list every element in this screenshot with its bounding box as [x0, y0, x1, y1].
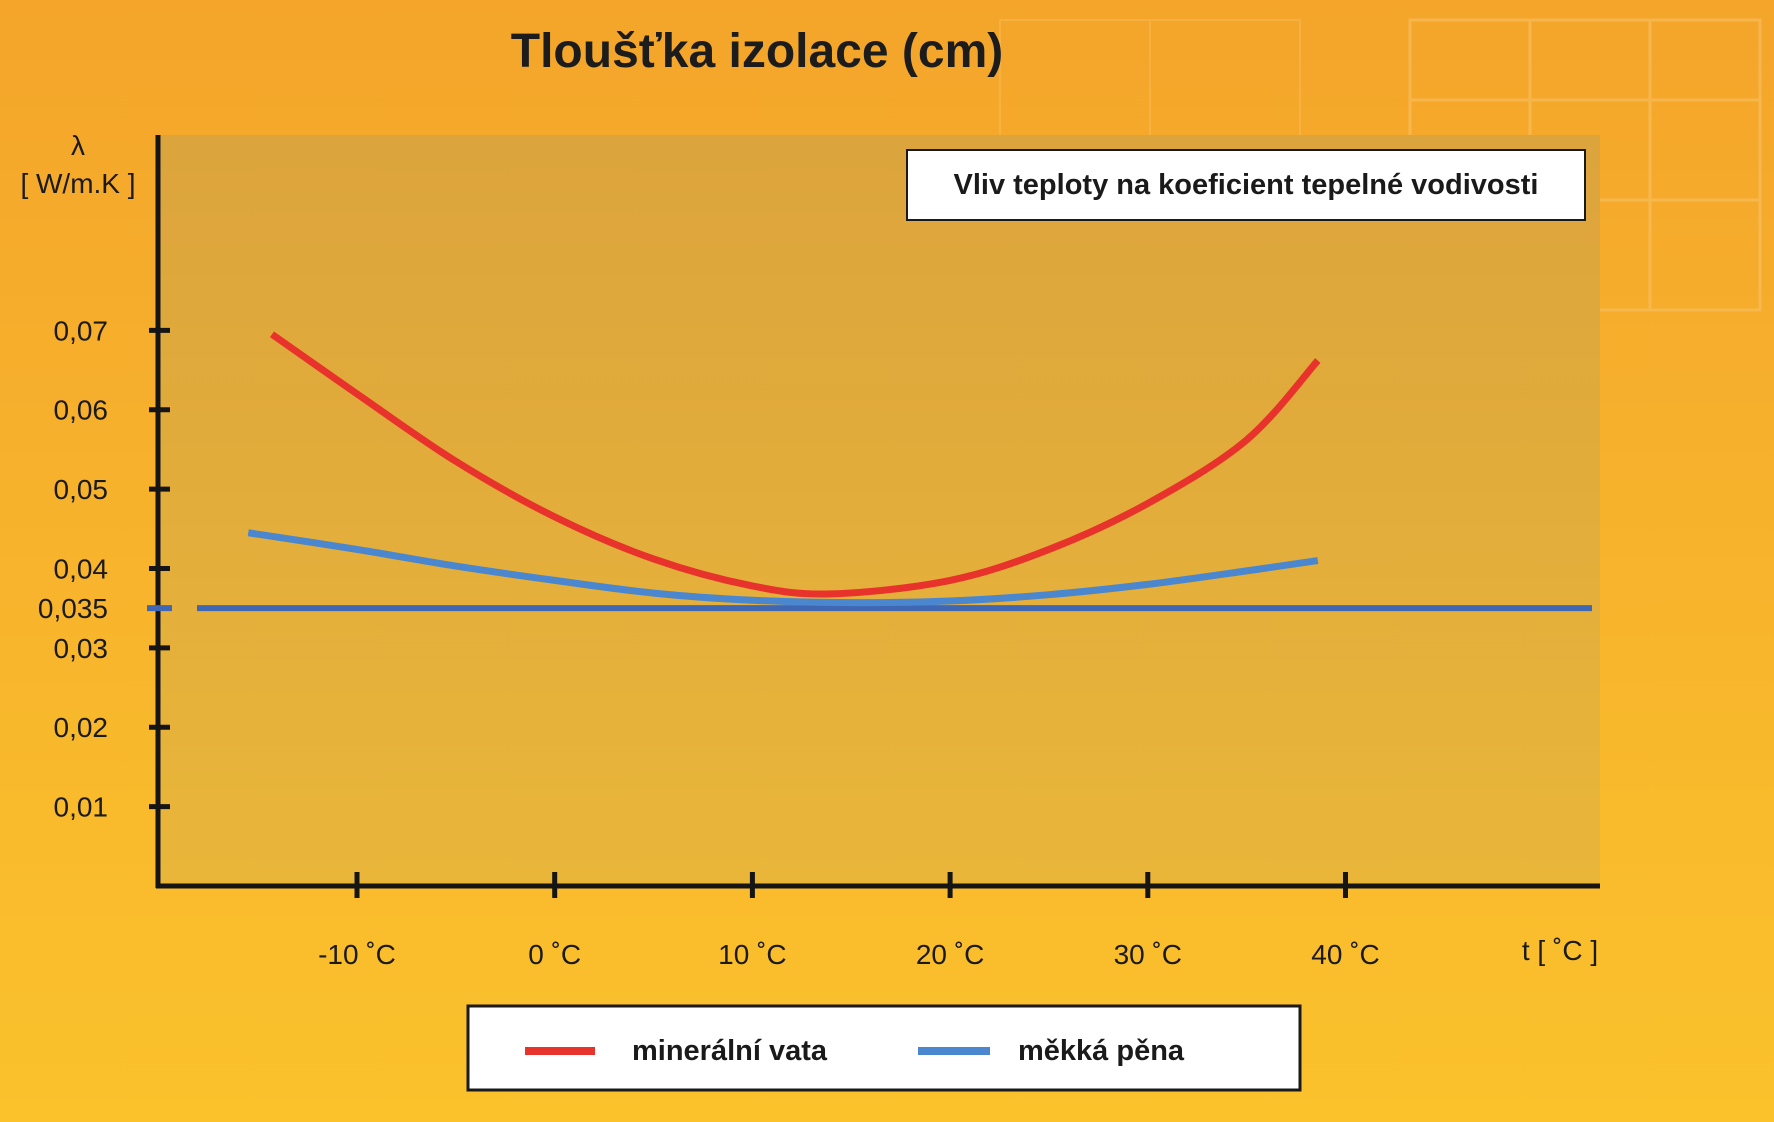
x-tick-label-4: 30 ˚C	[1114, 939, 1182, 970]
annotation-box: Vliv teploty na koeficient tepelné vodiv…	[906, 149, 1586, 221]
plot-panel	[158, 135, 1600, 885]
series-line-0	[269, 331, 1321, 598]
x-axis-label: t [ ˚C ]	[1522, 935, 1598, 966]
legend: minerální vata měkká pěna	[466, 1004, 1302, 1092]
y-axis-label: λ	[71, 130, 85, 161]
y-tick-label-2: 0,03	[54, 633, 109, 664]
annotation-text: Vliv teploty na koeficient tepelné vodiv…	[954, 169, 1539, 201]
x-tick-label-1: 0 ˚C	[528, 939, 581, 970]
y-tick-label-6: 0,06	[54, 395, 109, 426]
y-axis-unit: [ W/m.K ]	[20, 168, 135, 199]
x-tick-label-0: -10 ˚C	[318, 939, 396, 970]
y-tick-label-4: 0,04	[54, 553, 109, 584]
y-tick-label-5: 0,05	[54, 474, 109, 505]
y-tick-label-1: 0,02	[54, 712, 109, 743]
chart-title: Tloušťka izolace (cm)	[511, 25, 1003, 78]
series-line-1	[247, 529, 1319, 607]
series-group	[247, 331, 1321, 607]
legend-label-minerali-vata: minerální vata	[632, 1035, 828, 1067]
y-tick-label-7: 0,07	[54, 315, 109, 346]
x-tick-label-3: 20 ˚C	[916, 939, 984, 970]
y-tick-label-3: 0,035	[38, 593, 108, 624]
x-tick-label-5: 40 ˚C	[1311, 939, 1379, 970]
y-tick-label-0: 0,01	[54, 792, 109, 823]
y-ticks: 0,01 0,02 0,03 0,035 0,04 0,05 0,06 0,07	[38, 315, 170, 823]
x-tick-label-2: 10 ˚C	[718, 939, 786, 970]
x-ticks: -10 ˚C 0 ˚C 10 ˚C 20 ˚C 30 ˚C 40 ˚C	[318, 872, 1380, 970]
legend-label-mekka-pena: měkká pěna	[1018, 1035, 1185, 1067]
axes	[155, 135, 1600, 889]
